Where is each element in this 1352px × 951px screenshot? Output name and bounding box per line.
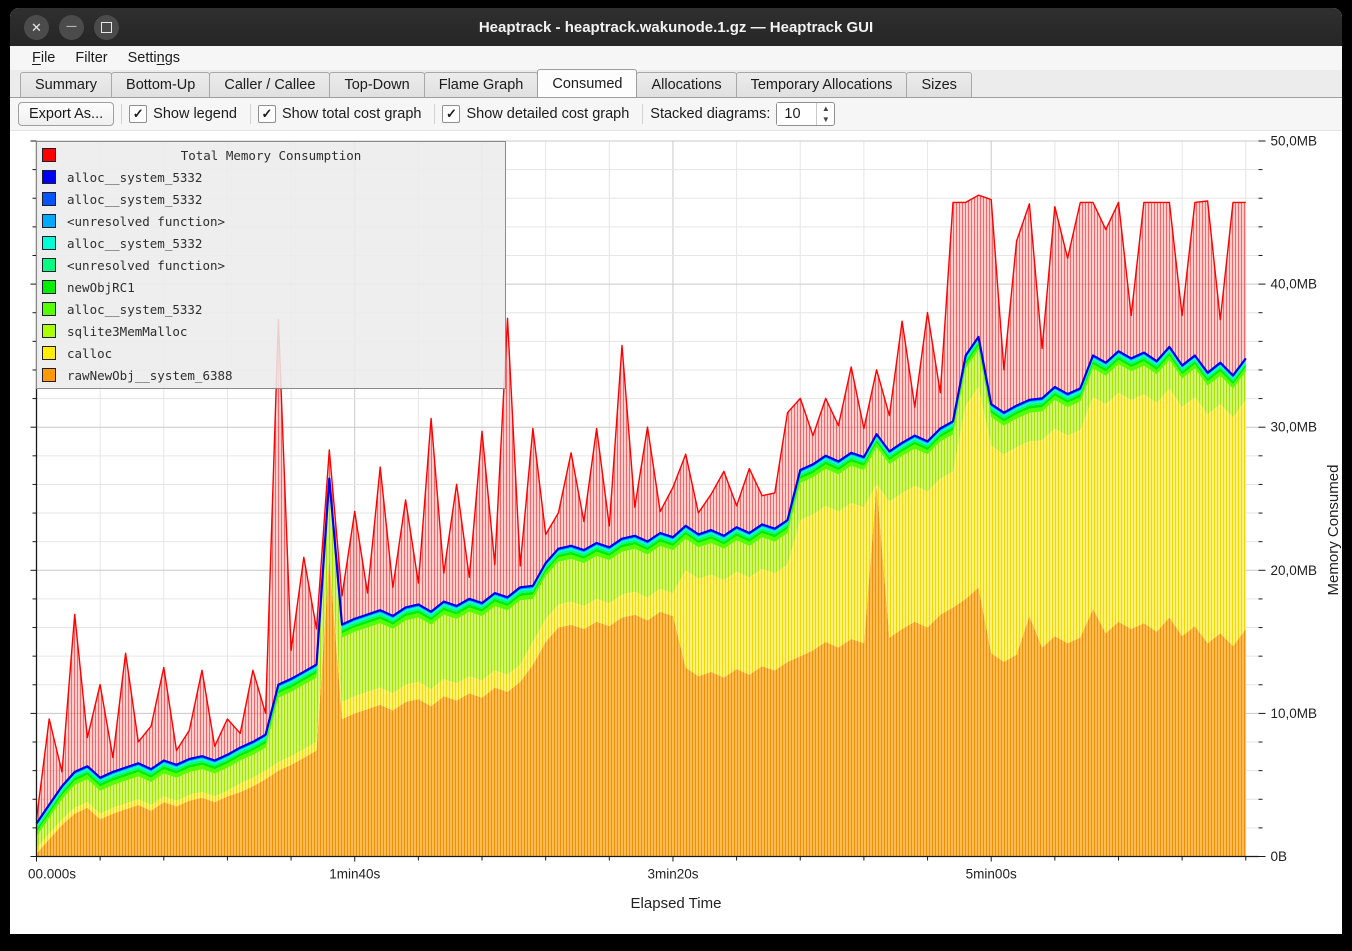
- legend-label: rawNewObj__system_6388: [67, 367, 233, 383]
- legend-item: alloc__system_5332: [37, 166, 505, 188]
- consumed-chart[interactable]: 00.000s 1min40s 3min20s 5min00s 0B 10,0MB 20,0…: [10, 131, 1342, 932]
- checkmark-icon: ✓: [129, 105, 148, 123]
- tab-summary[interactable]: Summary: [20, 72, 113, 97]
- legend-label: alloc__system_5332: [67, 169, 203, 185]
- checkbox-show-legend[interactable]: ✓ Show legend: [129, 105, 237, 123]
- legend-swatch-icon: [42, 280, 56, 294]
- spin-down-icon[interactable]: ▼: [821, 115, 830, 124]
- chart-legend: Total Memory Consumption alloc__system_53…: [36, 141, 506, 389]
- spin-up-icon[interactable]: ▲: [821, 104, 830, 113]
- legend-swatch-icon: [42, 236, 56, 250]
- close-icon: ✕: [31, 19, 42, 35]
- legend-item: <unresolved function>: [37, 210, 505, 232]
- menu-filter[interactable]: Filter: [75, 50, 108, 66]
- checkbox-label: Show detailed cost graph: [466, 106, 630, 122]
- y-tick-label: 40,0MB: [1271, 277, 1318, 292]
- menu-file[interactable]: File: [32, 50, 56, 66]
- legend-swatch-icon: [42, 302, 56, 316]
- y-tick-label: 10,0MB: [1271, 706, 1318, 721]
- menubar: File Filter Settings: [10, 46, 1342, 70]
- legend-label: alloc__system_5332: [67, 301, 203, 317]
- tab-top-down[interactable]: Top-Down: [329, 72, 425, 97]
- menu-settings[interactable]: Settings: [127, 50, 181, 66]
- tab-allocations[interactable]: Allocations: [636, 72, 737, 97]
- heaptrack-window: ✕ — Heaptrack - heaptrack.wakunode.1.gz …: [10, 8, 1342, 934]
- toolbar: Export As... ✓ Show legend ✓ Show total cos…: [10, 98, 1342, 131]
- tab-sizes[interactable]: Sizes: [906, 72, 972, 97]
- minimize-button[interactable]: —: [59, 14, 84, 40]
- legend-swatch-icon: [42, 324, 56, 338]
- legend-item: alloc__system_5332: [37, 298, 505, 320]
- legend-swatch-icon: [42, 170, 56, 184]
- tab-consumed[interactable]: Consumed: [537, 69, 638, 97]
- tab-temporary-allocations[interactable]: Temporary Allocations: [735, 72, 908, 97]
- legend-title: Total Memory Consumption: [180, 147, 362, 163]
- legend-label: calloc: [67, 345, 113, 361]
- x-tick-label: 5min00s: [966, 867, 1017, 882]
- legend-swatch-icon: [42, 214, 56, 228]
- y-tick-label: 0B: [1271, 849, 1288, 864]
- legend-swatch-icon: [42, 258, 56, 272]
- x-tick-label: 1min40s: [329, 867, 380, 882]
- chart-area: 00.000s 1min40s 3min20s 5min00s 0B 10,0MB 20,0…: [10, 131, 1342, 932]
- titlebar: ✕ — Heaptrack - heaptrack.wakunode.1.gz …: [10, 8, 1342, 46]
- legend-label: <unresolved function>: [67, 257, 226, 273]
- stack-top-line: [35, 335, 1247, 825]
- total-consumption-line: [35, 194, 1246, 820]
- checkbox-show-total-cost-graph[interactable]: ✓ Show total cost graph: [258, 105, 421, 123]
- legend-swatch-icon: [42, 368, 56, 382]
- y-tick-label: 20,0MB: [1271, 563, 1318, 578]
- toolbar-separator: [434, 104, 436, 124]
- legend-item: rawNewObj__system_6388: [37, 364, 505, 386]
- tab-caller-callee[interactable]: Caller / Callee: [209, 72, 331, 97]
- minimize-icon: —: [66, 21, 77, 32]
- window-title: Heaptrack - heaptrack.wakunode.1.gz — He…: [478, 18, 874, 36]
- legend-label: newObjRC1: [67, 279, 135, 295]
- legend-item: <unresolved function>: [37, 254, 505, 276]
- maximize-button[interactable]: [94, 14, 119, 40]
- legend-title-row: Total Memory Consumption: [37, 144, 505, 166]
- legend-label: alloc__system_5332: [67, 191, 203, 207]
- export-as-button[interactable]: Export As...: [18, 102, 115, 126]
- stacked-diagrams-spinbox[interactable]: ▲ ▼: [776, 102, 836, 126]
- x-tick-label: 3min20s: [647, 867, 698, 882]
- area-calloc: [36, 387, 1246, 854]
- x-tick-label: 00.000s: [28, 867, 76, 882]
- legend-swatch-icon: [42, 192, 56, 206]
- area-sqlite3MemMalloc: [36, 349, 1246, 848]
- legend-item: alloc__system_5332: [37, 232, 505, 254]
- legend-swatch-icon: [42, 346, 56, 360]
- legend-label: <unresolved function>: [67, 213, 226, 229]
- checkbox-show-detailed-cost-graph[interactable]: ✓ Show detailed cost graph: [442, 105, 629, 123]
- legend-item: sqlite3MemMalloc: [37, 320, 505, 342]
- legend-swatch-icon: [42, 148, 56, 162]
- y-axis-title: Memory Consumed: [1324, 464, 1342, 596]
- tab-bottom-up[interactable]: Bottom-Up: [111, 72, 211, 97]
- close-button[interactable]: ✕: [24, 14, 49, 40]
- stacked-diagrams-input[interactable]: [777, 103, 817, 125]
- checkmark-icon: ✓: [258, 105, 276, 123]
- y-tick-label: 50,0MB: [1271, 134, 1318, 149]
- y-tick-label: 30,0MB: [1271, 420, 1318, 435]
- legend-item: newObjRC1: [37, 276, 505, 298]
- legend-label: sqlite3MemMalloc: [67, 323, 188, 339]
- area-rawNewObj: [36, 484, 1246, 857]
- tab-flame-graph[interactable]: Flame Graph: [423, 72, 539, 97]
- toolbar-separator: [250, 104, 251, 124]
- maximize-icon: [101, 21, 112, 33]
- legend-label: alloc__system_5332: [67, 235, 203, 251]
- toolbar-separator: [642, 104, 644, 124]
- checkbox-label: Show total cost graph: [282, 106, 422, 122]
- toolbar-separator: [121, 104, 123, 124]
- checkmark-icon: ✓: [442, 105, 461, 123]
- checkbox-label: Show legend: [153, 106, 237, 122]
- legend-item: alloc__system_5332: [37, 188, 505, 210]
- tabbar: Summary Bottom-Up Caller / Callee Top-Down F…: [10, 69, 1342, 98]
- stacked-diagrams-label: Stacked diagrams:: [650, 106, 771, 122]
- legend-item: calloc: [37, 342, 505, 364]
- x-axis-title: Elapsed Time: [630, 895, 722, 912]
